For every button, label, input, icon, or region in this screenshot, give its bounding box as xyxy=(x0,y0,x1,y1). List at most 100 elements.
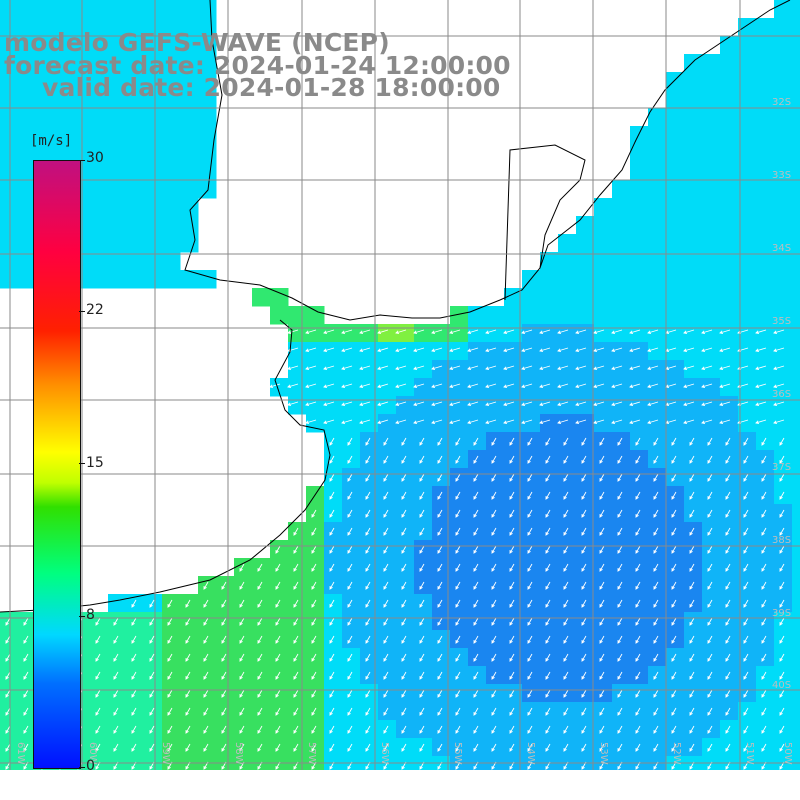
wind-arrow xyxy=(635,653,641,662)
wind-arrow xyxy=(725,635,731,644)
wind-cell xyxy=(126,612,145,631)
wind-arrow xyxy=(455,671,461,680)
wind-arrow xyxy=(305,365,317,371)
wind-arrow xyxy=(401,455,407,464)
wind-cell xyxy=(234,576,253,595)
wind-arrow xyxy=(509,563,515,572)
wind-arrow xyxy=(311,653,317,662)
wind-cell xyxy=(396,540,415,559)
wind-cell xyxy=(162,684,181,703)
wind-cell xyxy=(180,162,199,181)
wind-cell xyxy=(378,324,397,343)
wind-arrow xyxy=(455,707,461,716)
wind-cell xyxy=(414,684,433,703)
wind-cell xyxy=(666,450,685,469)
wind-arrow xyxy=(575,401,587,407)
wind-arrow xyxy=(491,581,497,590)
wind-arrow xyxy=(455,491,461,500)
wind-cell xyxy=(738,252,757,271)
wind-arrow xyxy=(131,653,137,662)
wind-arrow xyxy=(413,401,425,407)
wind-cell xyxy=(18,648,37,667)
wind-cell xyxy=(702,648,721,667)
wind-cell xyxy=(540,324,559,343)
wind-arrow xyxy=(329,707,335,716)
wind-arrow xyxy=(653,635,659,644)
wind-cell xyxy=(666,90,685,109)
wind-cell xyxy=(432,342,451,361)
wind-cell xyxy=(666,486,685,505)
wind-cell xyxy=(342,720,361,739)
wind-arrow xyxy=(329,545,335,554)
wind-cell xyxy=(666,468,685,487)
wind-cell xyxy=(594,216,613,235)
wind-arrow xyxy=(707,635,713,644)
wind-cell xyxy=(648,576,667,595)
wind-cell xyxy=(702,360,721,379)
wind-cell xyxy=(288,702,307,721)
wind-cell xyxy=(126,234,145,253)
wind-arrow xyxy=(5,707,11,716)
wind-arrow xyxy=(419,509,425,518)
wind-arrow xyxy=(221,671,227,680)
wind-cell xyxy=(288,576,307,595)
wind-cell xyxy=(450,558,469,577)
wind-arrow xyxy=(347,527,353,536)
wind-cell xyxy=(504,648,523,667)
wind-cell xyxy=(360,756,379,770)
wind-arrow xyxy=(401,581,407,590)
wind-cell xyxy=(738,720,757,739)
wind-cell xyxy=(684,306,703,325)
wind-arrow xyxy=(437,599,443,608)
wind-arrow xyxy=(617,455,623,464)
wind-arrow xyxy=(365,617,371,626)
wind-cell xyxy=(252,576,271,595)
wind-cell xyxy=(360,666,379,685)
wind-arrow xyxy=(779,437,785,446)
wind-cell xyxy=(684,738,703,757)
wind-arrow xyxy=(599,581,605,590)
wind-arrow xyxy=(23,617,29,626)
wind-cell xyxy=(774,702,793,721)
wind-arrow xyxy=(449,383,461,389)
wind-cell xyxy=(666,414,685,433)
legend-tick-label: 30 xyxy=(86,150,104,166)
wind-cell xyxy=(432,360,451,379)
wind-cell xyxy=(666,396,685,415)
wind-arrow xyxy=(437,725,443,734)
wind-cell xyxy=(108,720,127,739)
wind-cell xyxy=(630,720,649,739)
wind-arrow xyxy=(527,617,533,626)
wind-cell xyxy=(666,288,685,307)
wind-cell xyxy=(558,396,577,415)
wind-arrow xyxy=(437,491,443,500)
wind-arrow xyxy=(779,527,785,536)
wind-cell xyxy=(774,684,793,703)
wind-cell xyxy=(54,72,73,91)
wind-arrow xyxy=(629,383,641,389)
wind-cell xyxy=(612,288,631,307)
wind-cell xyxy=(576,558,595,577)
wind-cell xyxy=(342,360,361,379)
wind-arrow xyxy=(653,689,659,698)
wind-cell xyxy=(108,126,127,145)
wind-arrow xyxy=(689,725,695,734)
wind-cell xyxy=(342,558,361,577)
wind-cell xyxy=(558,270,577,289)
wind-arrow xyxy=(725,437,731,446)
wind-arrow xyxy=(581,491,587,500)
wind-cell xyxy=(594,720,613,739)
wind-cell xyxy=(720,198,739,217)
wind-cell xyxy=(0,684,19,703)
wind-arrow xyxy=(485,329,497,335)
wind-cell xyxy=(0,198,19,217)
wind-arrow xyxy=(5,725,11,734)
wind-cell xyxy=(162,18,181,37)
wind-arrow xyxy=(257,689,263,698)
wind-arrow xyxy=(347,635,353,644)
wind-arrow xyxy=(311,509,317,518)
wind-cell xyxy=(378,630,397,649)
wind-cell xyxy=(198,720,217,739)
wind-cell xyxy=(792,0,800,19)
wind-arrow xyxy=(617,437,623,446)
